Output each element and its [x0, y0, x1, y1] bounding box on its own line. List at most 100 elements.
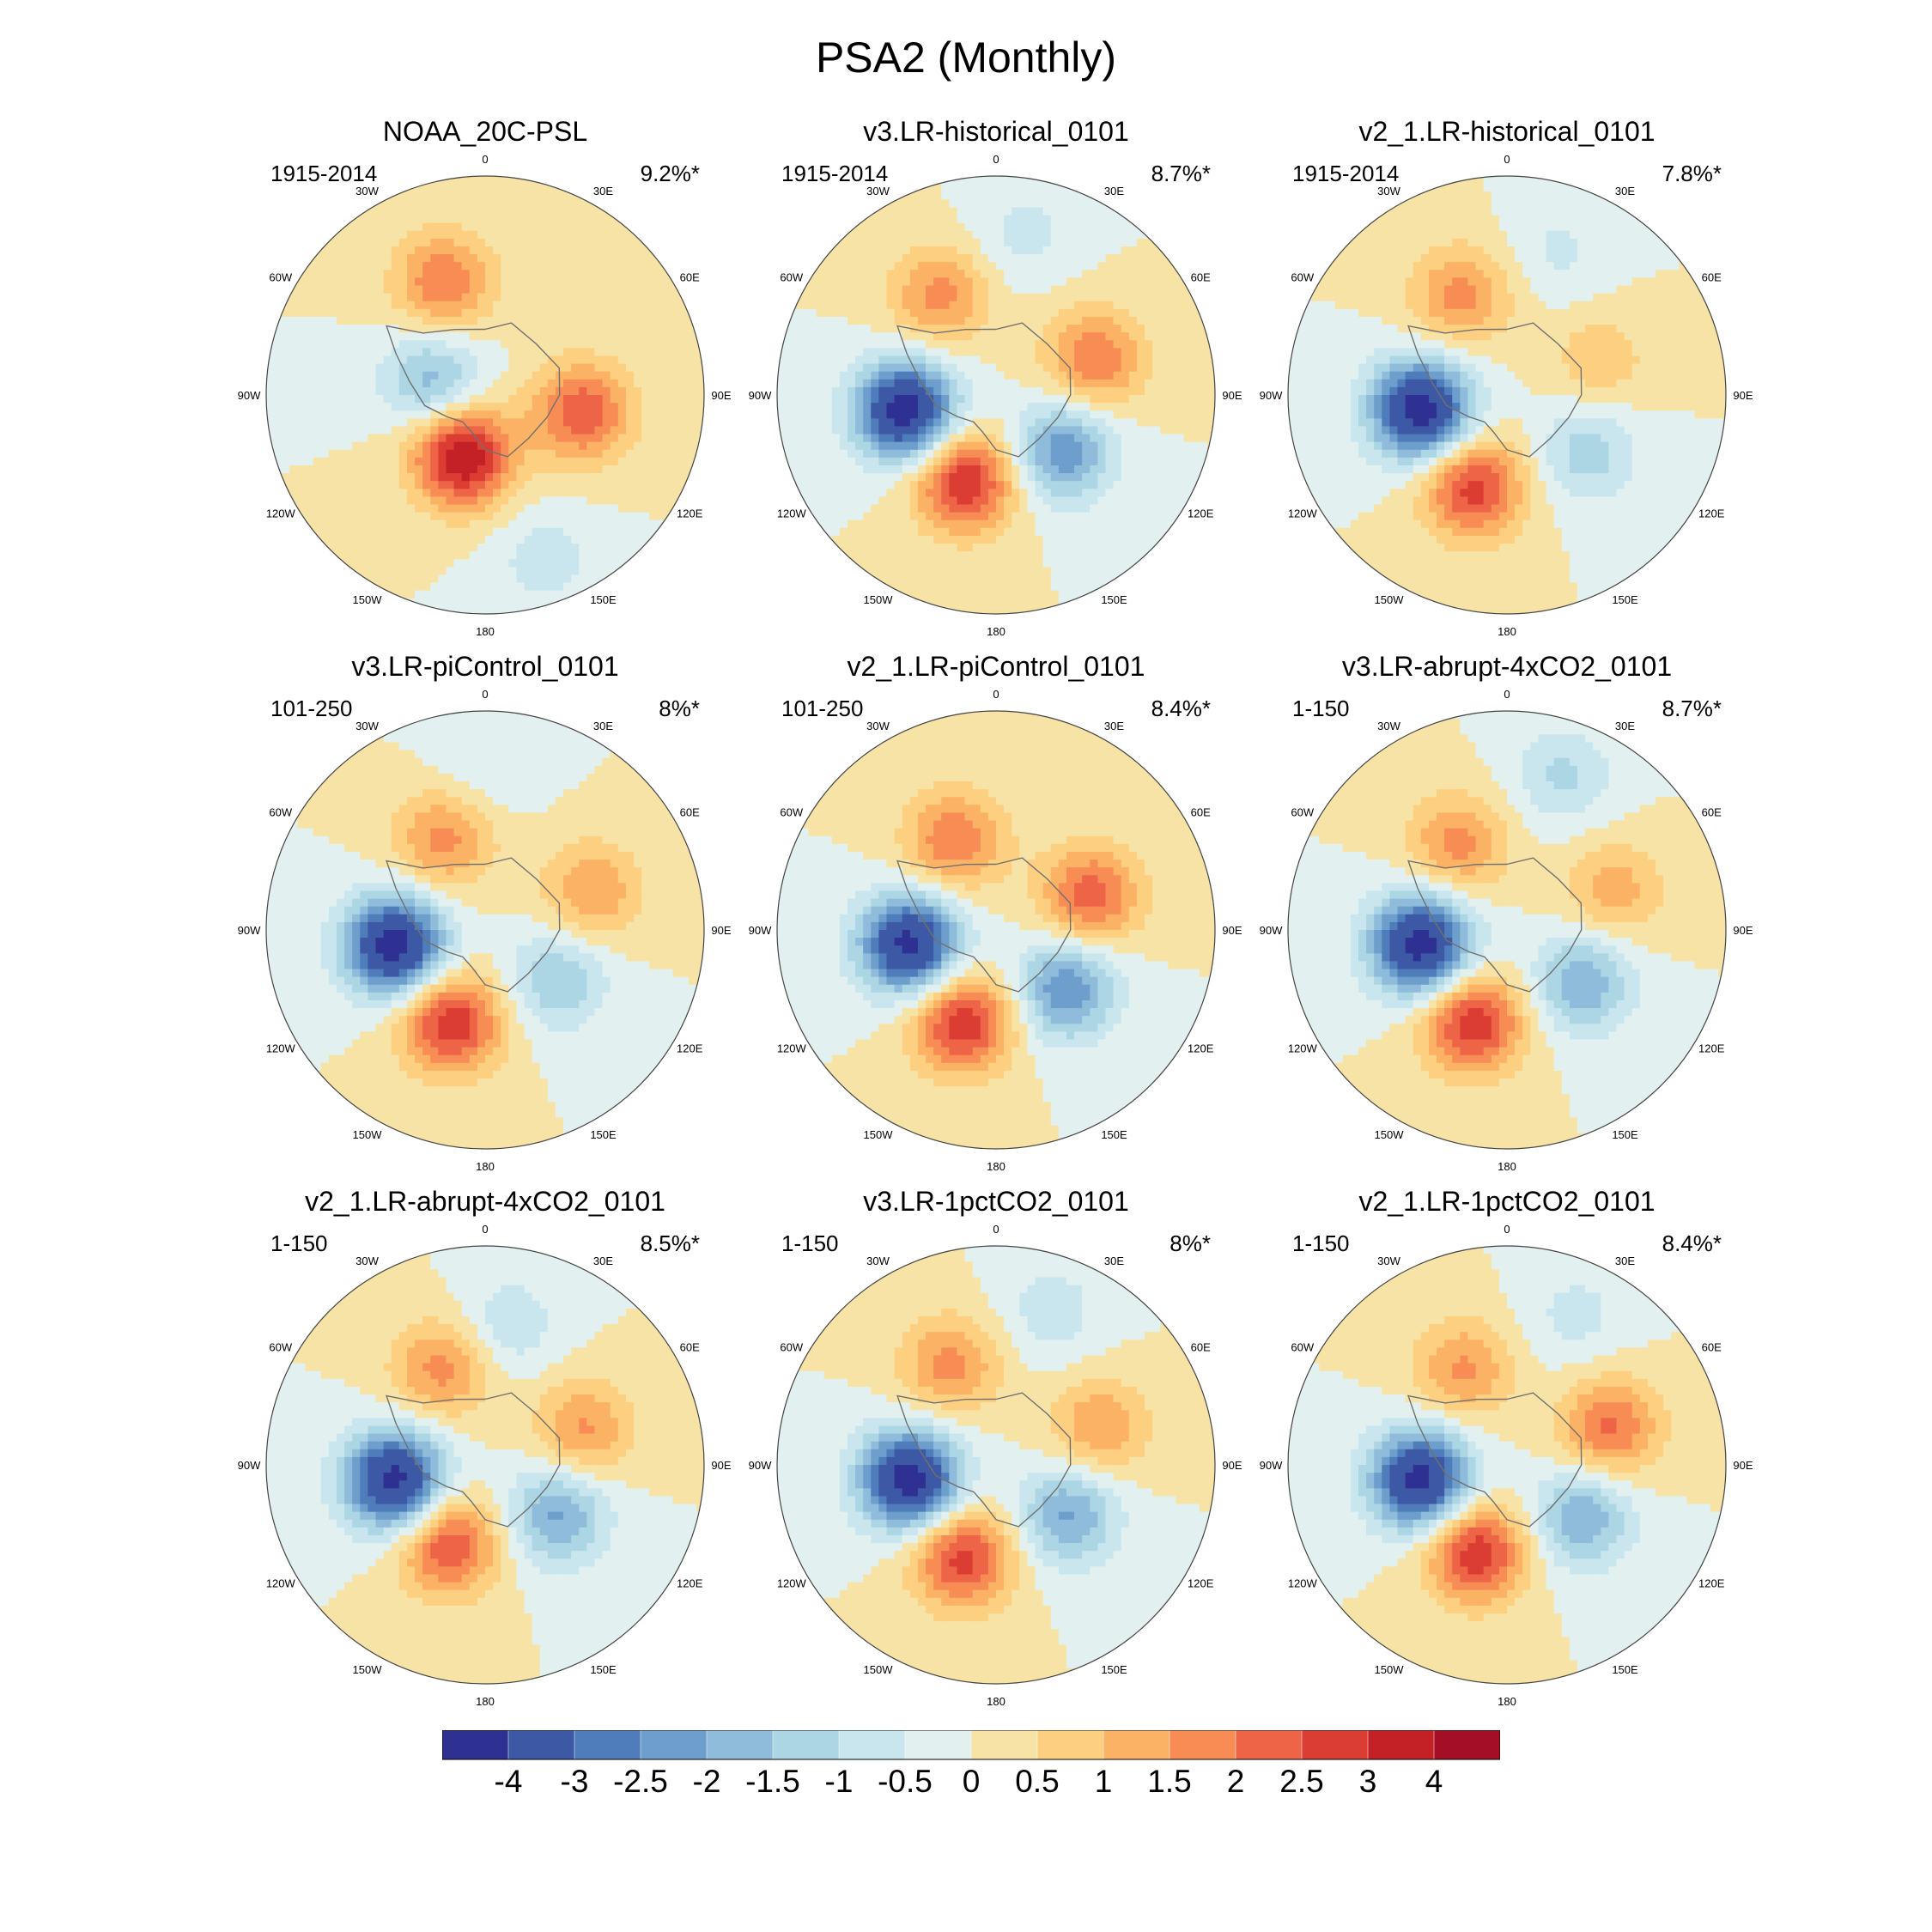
longitude-label: 30W — [1377, 185, 1400, 197]
coastline — [386, 1392, 561, 1528]
longitude-label: 90W — [749, 924, 772, 937]
colorbar-swatch — [1169, 1729, 1236, 1760]
colorbar-swatch — [904, 1729, 972, 1760]
longitude-label: 30W — [866, 185, 890, 197]
longitude-label: 120E — [1188, 1042, 1214, 1055]
longitude-label: 150W — [864, 593, 894, 606]
longitude-label: 30E — [1615, 720, 1635, 732]
panel-years: 1-150 — [1292, 1230, 1350, 1257]
longitude-label: 30W — [866, 720, 890, 732]
longitude-label: 90W — [238, 389, 261, 402]
panel-variance-pct: 8.4%* — [1099, 696, 1211, 722]
map-panel: v3.LR-piControl_0101 101-250 8%* 0 30E 60E 90E… — [228, 651, 846, 1173]
contour-field — [266, 711, 704, 1149]
polar-map: 0 30E 60E 90E 120E 150E 180 150W 120W 90W 60W 30W — [1260, 1223, 1753, 1708]
coastline — [1407, 857, 1583, 993]
panel-variance-pct: 8.5%* — [588, 1230, 700, 1257]
longitude-label: 120E — [1698, 1042, 1725, 1055]
longitude-label: 180 — [987, 1160, 1005, 1173]
colorbar-swatch — [838, 1729, 906, 1760]
longitude-label: 30W — [1377, 1255, 1400, 1267]
longitude-label: 30E — [1615, 185, 1635, 197]
colorbar-tick-label: 2 — [1227, 1764, 1245, 1799]
longitude-label: 180 — [1498, 1160, 1516, 1173]
longitude-label: 60W — [269, 1341, 292, 1354]
longitude-label: 180 — [476, 625, 495, 638]
map-panel: NOAA_20C-PSL 1915-2014 9.2%* 0 30E 60E 90E 120E… — [228, 116, 846, 638]
longitude-label: 60E — [1702, 271, 1722, 284]
longitude-label: 150E — [590, 593, 617, 606]
colorbar-tick-label: -2 — [693, 1764, 721, 1799]
polar-map: 0 30E 60E 90E 120E 150E 180 150W 120W 90W 60W 30W — [238, 153, 732, 638]
colorbar-tick-label: 0.5 — [1015, 1764, 1059, 1799]
longitude-label: 120E — [1698, 1577, 1725, 1590]
longitude-label: 120W — [266, 1042, 296, 1055]
coastline — [1407, 1392, 1583, 1528]
coastline — [386, 857, 561, 993]
panel-variance-pct: 9.2%* — [588, 161, 700, 187]
polar-map: 0 30E 60E 90E 120E 150E 180 150W 120W 90W 60W 30W — [749, 1223, 1242, 1708]
longitude-label: 150W — [1375, 593, 1405, 606]
colorbar-swatch — [1433, 1729, 1501, 1760]
colorbar-swatch — [1367, 1729, 1435, 1760]
panel-variance-pct: 8.4%* — [1610, 1230, 1722, 1257]
panel-title: v2_1.LR-historical_0101 — [1249, 116, 1765, 148]
longitude-label: 60W — [780, 1341, 803, 1354]
longitude-label: 0 — [482, 1223, 488, 1236]
coastline — [896, 1392, 1072, 1528]
longitude-label: 120W — [777, 507, 807, 520]
longitude-label: 120W — [266, 1577, 296, 1590]
longitude-label: 120E — [677, 507, 703, 520]
longitude-label: 0 — [993, 1223, 999, 1236]
longitude-label: 150E — [590, 1663, 617, 1676]
contour-field — [266, 1246, 704, 1684]
map-panel: v2_1.LR-historical_0101 1915-2014 7.8%* 0 30… — [1249, 116, 1868, 638]
longitude-label: 120W — [777, 1042, 807, 1055]
longitude-label: 60W — [269, 806, 292, 819]
contour-field — [777, 176, 1215, 614]
longitude-label: 150E — [1101, 593, 1127, 606]
panel-variance-pct: 8.7%* — [1610, 696, 1722, 722]
longitude-label: 180 — [1498, 625, 1516, 638]
longitude-label: 150W — [864, 1128, 894, 1141]
colorbar-swatch — [441, 1729, 509, 1760]
colorbar-tick-label: -2.5 — [613, 1764, 668, 1799]
longitude-label: 0 — [993, 153, 999, 166]
polar-map: 0 30E 60E 90E 120E 150E 180 150W 120W 90W 60W 30W — [1260, 688, 1753, 1173]
panel-title: v3.LR-historical_0101 — [738, 116, 1254, 148]
longitude-label: 120W — [1288, 507, 1318, 520]
polar-map: 0 30E 60E 90E 120E 150E 180 150W 120W 90W 60W 30W — [749, 153, 1242, 638]
longitude-label: 0 — [482, 688, 488, 701]
longitude-label: 30W — [355, 720, 379, 732]
map-boundary — [265, 1245, 705, 1685]
coastline — [1407, 322, 1583, 458]
panel-years: 1-150 — [781, 1230, 839, 1257]
longitude-label: 30E — [1104, 1255, 1124, 1267]
longitude-label: 60E — [680, 1341, 700, 1354]
longitude-label: 150E — [1612, 1128, 1638, 1141]
figure-title: PSA2 (Monthly) — [0, 33, 1932, 82]
longitude-label: 90W — [238, 1459, 261, 1472]
map-panel: v2_1.LR-abrupt-4xCO2_0101 1-150 8.5%* 0 30E 6… — [228, 1186, 846, 1708]
longitude-label: 180 — [987, 1695, 1005, 1708]
panel-variance-pct: 7.8%* — [1610, 161, 1722, 187]
colorbar-swatch — [772, 1729, 840, 1760]
colorbar-tick-label: -1 — [825, 1764, 854, 1799]
longitude-label: 90E — [711, 924, 731, 937]
panel-title: v3.LR-abrupt-4xCO2_0101 — [1249, 651, 1765, 683]
map-boundary — [776, 175, 1216, 615]
map-boundary — [265, 175, 705, 615]
longitude-label: 60E — [1191, 271, 1211, 284]
panel-years: 1915-2014 — [1292, 161, 1399, 187]
coastline — [896, 322, 1072, 458]
panel-years: 101-250 — [781, 696, 863, 722]
colorbar-swatch — [574, 1729, 641, 1760]
panel-title: v3.LR-1pctCO2_0101 — [738, 1186, 1254, 1218]
map-boundary — [776, 1245, 1216, 1685]
longitude-label: 60E — [1702, 1341, 1722, 1354]
longitude-label: 180 — [987, 625, 1005, 638]
longitude-label: 150E — [1612, 593, 1638, 606]
contour-field — [1288, 1246, 1726, 1684]
colorbar-swatch — [1103, 1729, 1170, 1760]
panel-variance-pct: 8%* — [1099, 1230, 1211, 1257]
